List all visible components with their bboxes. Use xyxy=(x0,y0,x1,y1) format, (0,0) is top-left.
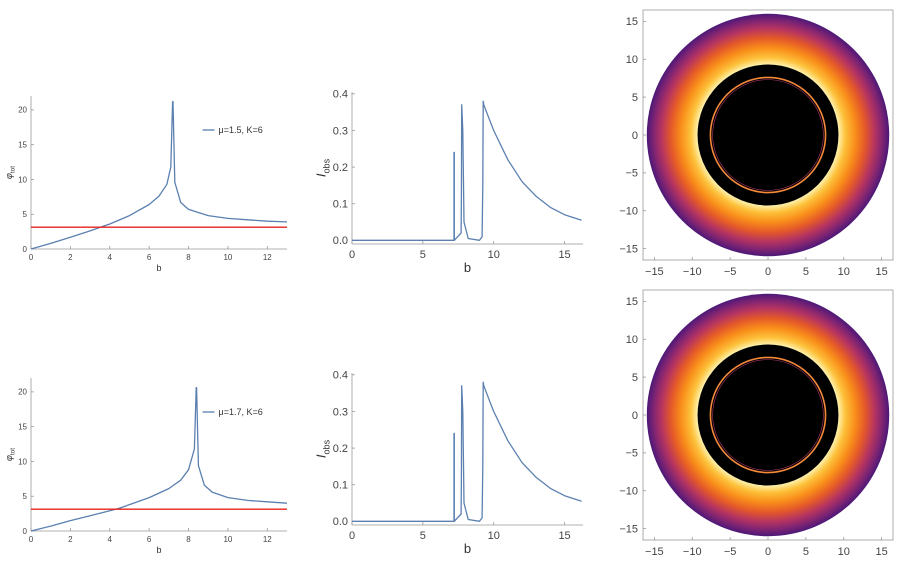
x-tick-label: 4 xyxy=(108,253,113,262)
y-tick-label: −15 xyxy=(619,243,638,255)
x-tick-label: 5 xyxy=(803,266,809,278)
x-tick-label: 10 xyxy=(223,535,232,544)
chart-iobs-top: 0 5 10 15 0.0 0.1 0.2 0.3 0.4 b Iobs xyxy=(314,89,583,275)
y-tick-label: 5 xyxy=(23,210,28,219)
inner-ring xyxy=(712,79,824,191)
y-axis-label: φtot xyxy=(4,166,17,179)
x-tick-label: 6 xyxy=(147,253,152,262)
y-tick-label: 0.2 xyxy=(333,443,348,455)
y-tick-label: −5 xyxy=(625,448,638,460)
y-tick-label: 0.4 xyxy=(333,370,348,382)
x-tick-label: 12 xyxy=(263,253,272,262)
y-tick-label: 0.0 xyxy=(333,516,348,528)
y-tick-label: 0 xyxy=(23,245,28,254)
y-tick-label: 10 xyxy=(626,334,638,346)
y-tick-label: 0.3 xyxy=(333,406,348,418)
series-line xyxy=(30,387,288,532)
x-tick-label: 0 xyxy=(349,530,355,542)
x-tick-label: −5 xyxy=(724,546,737,558)
y-axis-label: Iobs xyxy=(314,439,332,458)
shadow-region xyxy=(697,64,839,206)
x-tick-label: 4 xyxy=(108,535,113,544)
y-tick-label: 10 xyxy=(18,175,27,184)
x-tick-label: 12 xyxy=(263,535,272,544)
y-tick-label: 10 xyxy=(18,457,27,466)
inner-ring xyxy=(712,359,824,471)
x-tick-label: 5 xyxy=(420,249,426,261)
x-tick-label: 15 xyxy=(876,266,888,278)
y-tick-label: 0 xyxy=(23,527,28,536)
x-axis-label: b xyxy=(156,263,161,273)
y-axis-label: φtot xyxy=(4,448,17,461)
x-axis-label: b xyxy=(156,545,161,555)
series-line xyxy=(352,100,582,241)
x-tick-label: 8 xyxy=(186,253,191,262)
x-tick-label: 0 xyxy=(29,535,34,544)
x-tick-label: −10 xyxy=(683,546,702,558)
y-tick-label: 15 xyxy=(626,296,638,308)
y-tick-label: −15 xyxy=(619,523,638,535)
x-tick-label: 5 xyxy=(803,546,809,558)
y-tick-label: 5 xyxy=(632,372,638,384)
x-tick-label: −5 xyxy=(724,266,737,278)
chart-image-bottom: −15 −10 −5 0 5 10 15 15 10 5 0 −5 −10 −15 xyxy=(619,289,894,558)
x-tick-label: 15 xyxy=(558,249,570,261)
chart-iobs-bottom: 0 5 10 15 0.0 0.1 0.2 0.3 0.4 b Iobs xyxy=(314,370,583,556)
y-tick-label: 0 xyxy=(632,410,638,422)
x-axis-label: b xyxy=(464,260,471,275)
y-tick-label: 0.3 xyxy=(333,125,348,137)
chart-image-top: −15 −10 −5 0 5 10 15 15 10 5 0 −5 −10 −15 xyxy=(619,9,894,278)
x-tick-label: 15 xyxy=(558,530,570,542)
y-tick-label: 15 xyxy=(18,422,27,431)
series-line xyxy=(30,100,288,250)
x-tick-label: 10 xyxy=(838,266,850,278)
y-tick-label: 0.2 xyxy=(333,162,348,174)
x-tick-label: −15 xyxy=(645,546,664,558)
y-tick-label: 20 xyxy=(18,106,27,115)
y-tick-label: −10 xyxy=(619,206,638,218)
y-tick-label: 5 xyxy=(23,492,28,501)
x-tick-label: 0 xyxy=(765,266,771,278)
x-tick-label: 8 xyxy=(186,535,191,544)
x-axis-label: b xyxy=(464,541,471,556)
x-tick-label: 2 xyxy=(68,535,73,544)
y-tick-label: −5 xyxy=(625,168,638,180)
x-tick-label: 2 xyxy=(68,253,73,262)
photon-ring xyxy=(709,356,827,474)
y-tick-label: −10 xyxy=(619,486,638,498)
x-tick-label: 10 xyxy=(223,253,232,262)
y-tick-label: 15 xyxy=(626,16,638,28)
y-tick-label: 0 xyxy=(632,130,638,142)
legend-label: μ=1.7, K=6 xyxy=(219,407,263,417)
x-tick-label: 0 xyxy=(765,546,771,558)
photon-ring xyxy=(709,76,827,194)
x-tick-label: 10 xyxy=(488,249,500,261)
x-tick-label: −15 xyxy=(645,266,664,278)
y-tick-label: 0.1 xyxy=(333,199,348,211)
y-tick-label: 0.1 xyxy=(333,480,348,492)
y-tick-label: 20 xyxy=(18,388,27,397)
series-line xyxy=(352,381,582,522)
x-tick-label: 5 xyxy=(420,530,426,542)
y-tick-label: 15 xyxy=(18,140,27,149)
chart-phi-bottom: 0 2 4 6 8 10 12 0 5 10 15 20 b φtot μ=1.7, K=6 xyxy=(4,378,288,555)
x-tick-label: 10 xyxy=(488,530,500,542)
y-tick-label: 0.4 xyxy=(333,89,348,101)
x-tick-label: 15 xyxy=(876,546,888,558)
y-axis-label: Iobs xyxy=(314,158,332,177)
x-tick-label: 10 xyxy=(838,546,850,558)
shadow-region xyxy=(697,344,839,486)
y-tick-label: 5 xyxy=(632,92,638,104)
legend-label: μ=1.5, K=6 xyxy=(219,125,263,135)
x-tick-label: 6 xyxy=(147,535,152,544)
y-tick-label: 0.0 xyxy=(333,235,348,247)
x-tick-label: 0 xyxy=(29,253,34,262)
chart-phi-top: 0 2 4 6 8 10 12 0 5 10 15 20 b φtot μ=1.5, K=6 xyxy=(4,96,288,273)
x-tick-label: −10 xyxy=(683,266,702,278)
x-tick-label: 0 xyxy=(349,249,355,261)
y-tick-label: 10 xyxy=(626,54,638,66)
